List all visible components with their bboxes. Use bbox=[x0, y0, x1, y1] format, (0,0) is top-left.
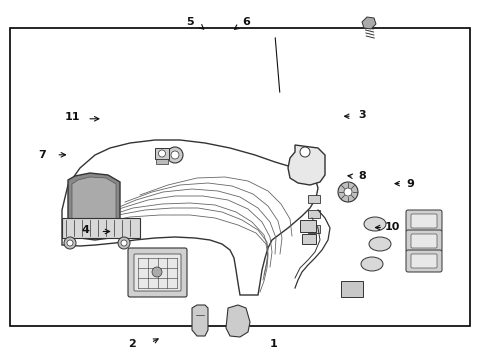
Polygon shape bbox=[192, 305, 208, 336]
Circle shape bbox=[338, 182, 358, 202]
Circle shape bbox=[300, 147, 310, 157]
Polygon shape bbox=[72, 177, 116, 236]
Text: 5: 5 bbox=[186, 17, 194, 27]
Circle shape bbox=[67, 240, 73, 246]
FancyBboxPatch shape bbox=[128, 248, 187, 297]
Text: 1: 1 bbox=[270, 339, 277, 349]
FancyBboxPatch shape bbox=[411, 214, 437, 228]
Bar bbox=[308, 210, 320, 218]
Text: 9: 9 bbox=[407, 179, 415, 189]
Polygon shape bbox=[62, 140, 318, 295]
Bar bbox=[62, 218, 140, 238]
Bar bbox=[156, 159, 168, 164]
Polygon shape bbox=[68, 173, 120, 240]
Circle shape bbox=[121, 240, 127, 246]
FancyBboxPatch shape bbox=[341, 281, 363, 297]
Bar bbox=[302, 234, 316, 244]
Bar bbox=[308, 195, 320, 203]
Bar bbox=[10, 28, 470, 326]
FancyBboxPatch shape bbox=[134, 254, 181, 291]
FancyBboxPatch shape bbox=[411, 234, 437, 248]
FancyBboxPatch shape bbox=[411, 254, 437, 268]
Bar bbox=[300, 220, 316, 232]
Bar bbox=[155, 148, 169, 159]
Circle shape bbox=[64, 237, 76, 249]
Text: 8: 8 bbox=[359, 171, 367, 181]
Text: 7: 7 bbox=[38, 150, 46, 160]
Polygon shape bbox=[362, 17, 376, 29]
Circle shape bbox=[167, 147, 183, 163]
Text: 3: 3 bbox=[359, 110, 367, 120]
Circle shape bbox=[158, 150, 166, 157]
Text: 11: 11 bbox=[65, 112, 80, 122]
FancyBboxPatch shape bbox=[406, 210, 442, 232]
Polygon shape bbox=[288, 145, 325, 185]
Ellipse shape bbox=[369, 237, 391, 251]
FancyBboxPatch shape bbox=[406, 230, 442, 252]
Ellipse shape bbox=[361, 257, 383, 271]
Ellipse shape bbox=[364, 217, 386, 231]
Text: 4: 4 bbox=[82, 225, 90, 235]
Text: 6: 6 bbox=[242, 17, 250, 27]
FancyBboxPatch shape bbox=[406, 250, 442, 272]
Text: 10: 10 bbox=[384, 222, 400, 232]
Circle shape bbox=[344, 188, 352, 196]
Polygon shape bbox=[226, 305, 250, 337]
Text: 2: 2 bbox=[128, 339, 136, 349]
Bar bbox=[308, 225, 320, 233]
Circle shape bbox=[171, 151, 179, 159]
Circle shape bbox=[152, 267, 162, 277]
Circle shape bbox=[118, 237, 130, 249]
